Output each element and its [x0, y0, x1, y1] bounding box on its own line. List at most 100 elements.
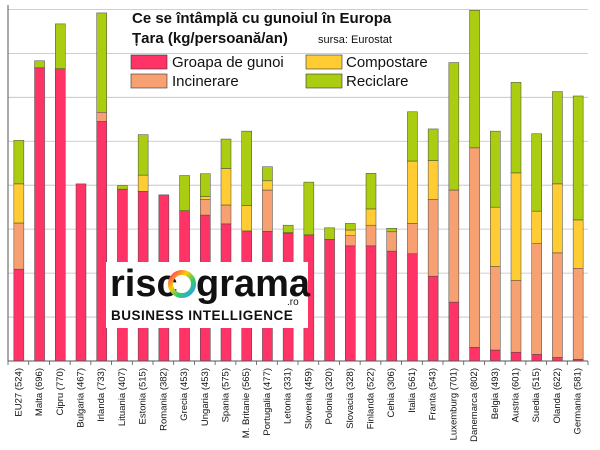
logo-text-risc: risc — [110, 263, 178, 305]
logo-background — [106, 262, 308, 328]
bar-segment-2-27 — [572, 219, 584, 269]
x-tick-label: EU27 (524) — [13, 368, 24, 417]
bar-segment-0-0 — [13, 268, 25, 362]
logo-ring-icon — [168, 270, 196, 298]
bar-segment-2-17 — [365, 208, 377, 226]
x-tick-label: Slovenia (459) — [303, 368, 314, 429]
legend-swatch-incinerare — [130, 73, 168, 89]
bar-segment-3-21 — [448, 62, 460, 191]
bar-segment-3-8 — [179, 175, 190, 211]
x-tick-label: Italia (561) — [407, 368, 418, 413]
bar-segment-1-23 — [490, 266, 501, 351]
x-tick-label: Bulgaria (467) — [76, 368, 87, 428]
chart-title-line2: Țara (kg/persoană/an) — [132, 30, 288, 47]
bar-segment-2-6 — [137, 174, 149, 192]
bar-segment-3-15 — [324, 227, 335, 240]
bar-segment-3-23 — [490, 130, 501, 208]
x-tick-label: Portugalia (477) — [262, 368, 273, 436]
bar-segment-3-12 — [262, 166, 273, 182]
x-tick-label: Irlanda (733) — [96, 368, 107, 422]
bar-segment-1-26 — [552, 252, 563, 358]
x-tick-labels: EU27 (524) Malta (696) Cipru (770) Bulgaria… — [13, 368, 583, 442]
bar-segment-1-19 — [407, 223, 418, 255]
bar-segment-0-24 — [510, 351, 522, 362]
bar-segment-1-21 — [448, 189, 460, 303]
bar-segment-3-9 — [200, 173, 211, 197]
x-tick-label: Austria (601) — [511, 368, 522, 422]
bar-segment-3-10 — [220, 138, 232, 169]
x-tick-label: Ungaria (453) — [200, 368, 211, 426]
bar-segment-3-6 — [137, 134, 149, 176]
x-tick-label: Suedia (515) — [531, 368, 542, 422]
bar-segment-0-2 — [55, 68, 66, 362]
bar-segment-1-27 — [572, 268, 584, 360]
legend-label-incinerare: Incinerare — [172, 73, 239, 90]
x-tick-label: Franta (543) — [428, 368, 439, 420]
legend-label-groapa: Groapa de gunoi — [172, 54, 284, 71]
axes — [7, 5, 589, 365]
logo-suffix: .ro — [287, 297, 299, 308]
x-tick-label: M. Britanie (565) — [241, 368, 252, 438]
bar-segment-2-20 — [427, 160, 439, 200]
bar-segment-3-4 — [96, 12, 107, 113]
x-tick-label: Luxemburg (701) — [448, 368, 459, 440]
x-tick-label: Belgia (493) — [490, 368, 501, 419]
bar-segment-2-10 — [220, 168, 232, 206]
bar-segment-3-19 — [407, 111, 418, 162]
bar-segment-3-27 — [572, 95, 584, 221]
x-tick-label: Cipru (770) — [55, 368, 66, 416]
bar-segment-3-14 — [303, 181, 315, 236]
logo-tagline: BUSINESS INTELLIGENCE — [111, 308, 293, 323]
x-tick-label: Slovacia (328) — [345, 368, 356, 429]
legend-swatch-groapa — [130, 54, 168, 70]
bar-segment-1-17 — [365, 224, 377, 247]
x-tick-label: Lituania (407) — [117, 368, 128, 426]
bar-segment-0-3 — [75, 183, 87, 362]
bar-segment-2-0 — [13, 183, 25, 224]
x-tick-label: Finlanda (522) — [366, 368, 377, 429]
x-tick-label: Polonia (320) — [324, 368, 335, 425]
bar-segment-2-24 — [510, 172, 522, 281]
x-tick-label: Letonia (331) — [283, 368, 294, 424]
bar-segment-1-0 — [13, 222, 25, 270]
bar-segment-0-1 — [34, 67, 45, 362]
legend-label-compostare: Compostare — [346, 54, 428, 71]
bar-segment-2-12 — [262, 180, 273, 191]
bar-segment-1-18 — [386, 231, 397, 252]
bar-segment-0-18 — [386, 250, 397, 362]
bar-segment-0-25 — [531, 354, 542, 362]
x-tick-label: Germania (581) — [573, 368, 584, 435]
x-tick-label: Olanda (622) — [552, 368, 563, 423]
bar-segment-1-20 — [427, 199, 439, 277]
bar-segment-0-21 — [448, 301, 460, 362]
bar-segment-0-19 — [407, 253, 418, 362]
bar-segment-2-23 — [490, 206, 501, 267]
legend: Groapa de gunoi Incinerare Compostare Re… — [130, 54, 428, 90]
bar-segment-3-2 — [55, 23, 66, 69]
bar-segment-2-9 — [200, 196, 211, 200]
bar-segment-0-4 — [96, 121, 107, 362]
bar-segment-3-11 — [241, 130, 252, 206]
chart-source: sursa: Eurostat — [318, 34, 392, 46]
bar-segment-0-17 — [365, 245, 377, 362]
bar-segment-3-16 — [345, 223, 356, 231]
bar-segment-1-25 — [531, 243, 542, 355]
bar-segment-3-24 — [510, 82, 522, 174]
bar-segment-0-22 — [469, 347, 480, 362]
legend-label-reciclare: Reciclare — [346, 73, 409, 90]
bar-segment-1-4 — [96, 111, 107, 122]
x-tick-label: Romania (382) — [158, 368, 169, 431]
bar-segment-3-26 — [552, 91, 563, 185]
bar-segment-2-25 — [531, 210, 542, 244]
x-tick-label: Malta (696) — [34, 368, 45, 416]
bar-segment-0-26 — [552, 357, 563, 362]
bar-segment-0-23 — [490, 349, 501, 362]
bar-segment-1-24 — [510, 280, 522, 353]
bar-segment-2-19 — [407, 160, 418, 224]
legend-swatch-compostare — [305, 54, 343, 70]
bar-segment-1-12 — [262, 189, 273, 232]
x-tick-label: Grecia (453) — [179, 368, 190, 421]
bar-segment-0-20 — [427, 275, 439, 362]
bar-segment-2-16 — [345, 229, 356, 236]
